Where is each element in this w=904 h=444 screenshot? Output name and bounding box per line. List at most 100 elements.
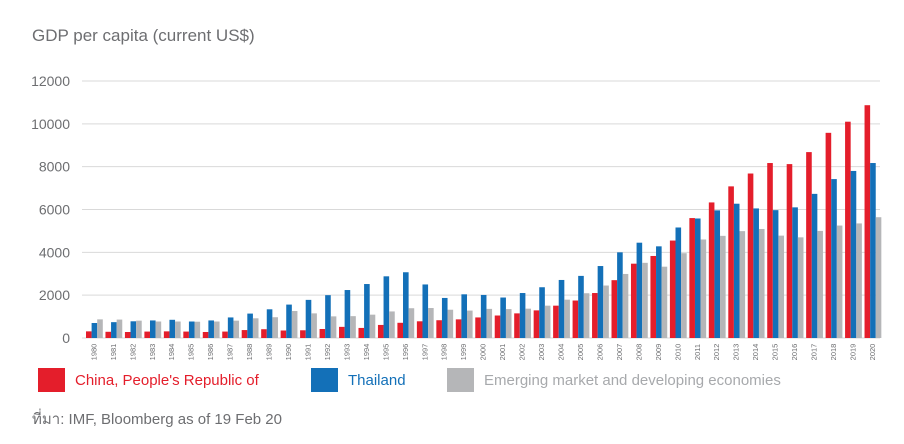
x-tick-label: 1995 [381,344,390,361]
bar-thailand-1999 [461,294,468,338]
bar-china-2003 [533,310,540,338]
bar-china-1992 [319,329,326,338]
bar-china-1999 [455,319,462,338]
bar-emde-1986 [213,321,220,338]
x-tick-label: 1992 [323,344,332,361]
bar-emde-2007 [622,273,629,338]
x-tick-label: 2018 [829,344,838,361]
bar-thailand-2000 [480,294,487,338]
bar-thailand-2005 [578,275,584,338]
bar-thailand-2003 [539,287,545,338]
bar-emde-1984 [175,321,181,338]
bar-emde-2004 [564,299,570,338]
bar-emde-2020 [875,217,882,338]
bar-emde-1988 [252,318,259,338]
bar-thailand-1989 [266,309,273,338]
x-tick-label: 1997 [420,344,429,361]
bar-thailand-1992 [325,295,331,338]
x-tick-label: 2002 [518,344,527,361]
x-tick-label: 1984 [167,344,176,361]
bar-thailand-1993 [344,290,351,338]
x-tick-label: 2008 [634,344,643,361]
y-axis-ticks: 0 2000 4000 6000 8000 10000 12000 [31,73,70,346]
bar-thailand-1990 [286,304,292,338]
bar-thailand-1985 [188,321,195,338]
bar-china-2020 [864,105,871,338]
y-tick-label: 2000 [39,287,70,303]
x-tick-label: 2004 [557,344,566,361]
x-tick-label: 2013 [732,344,741,361]
legend-swatch-emde [447,368,474,392]
x-tick-label: 2011 [693,344,702,360]
legend-item-emde: Emerging market and developing economies [447,367,781,393]
bar-thailand-2017 [811,193,818,338]
bar-emde-2018 [836,225,843,338]
bar-thailand-2006 [597,266,604,338]
bar-thailand-1987 [227,317,234,338]
x-tick-label: 2000 [479,344,488,361]
bar-thailand-1997 [422,284,429,338]
x-tick-label: 1982 [128,344,137,361]
x-tick-label: 2019 [848,344,857,361]
x-tick-label: 2010 [673,344,682,361]
x-tick-label: 2007 [615,344,624,361]
legend-label-china: China, People's Republic of [75,371,259,389]
bar-china-1987 [222,331,228,338]
bar-china-1982 [124,332,131,338]
bar-china-1990 [280,330,287,338]
bar-china-2013 [728,186,734,338]
bar-china-1995 [377,324,384,338]
bar-thailand-2001 [500,297,506,338]
bar-emde-1987 [233,320,240,338]
bar-emde-2009 [661,266,668,338]
bar-thailand-2020 [870,163,876,338]
bar-emde-2012 [720,235,726,338]
bar-thailand-1996 [403,272,409,338]
bar-emde-1983 [155,321,162,338]
x-tick-label: 1987 [226,344,235,361]
bar-china-1983 [144,331,150,338]
bar-emde-1990 [291,311,298,338]
bar-china-1996 [397,322,404,338]
y-tick-label: 6000 [39,202,70,218]
bar-thailand-1986 [208,320,214,338]
y-tick-label: 4000 [39,244,70,260]
x-tick-label: 2014 [751,344,760,361]
bar-emde-2000 [486,308,493,338]
source-note: ที่มา: IMF, Bloomberg as of 19 Feb 20 [32,411,282,428]
bar-thailand-1980 [91,323,98,338]
bar-emde-1985 [194,321,201,338]
bar-thailand-1991 [305,299,312,338]
x-tick-label: 1996 [401,344,410,361]
bar-china-2008 [630,263,637,338]
bar-emde-1999 [467,310,473,338]
legend-swatch-thailand [311,368,338,392]
bar-china-1994 [358,327,365,338]
bar-thailand-2012 [714,210,721,338]
y-tick-label: 8000 [39,159,70,175]
bar-china-2012 [708,202,715,338]
bar-china-1980 [86,331,92,338]
bar-emde-1992 [330,316,337,338]
bar-emde-1994 [369,314,376,338]
bar-china-1986 [202,332,209,338]
bar-thailand-2019 [850,170,857,338]
bar-thailand-2002 [519,293,526,338]
bar-emde-2017 [817,230,823,338]
bar-thailand-2013 [733,203,740,338]
legend-label-emde: Emerging market and developing economies [484,371,781,389]
legend-swatch-china [38,368,65,392]
gdp-bar-chart: 0 2000 4000 6000 8000 10000 12000 1980 1981 1982… [31,73,882,361]
x-tick-label: 2017 [810,344,819,361]
x-tick-label: 2009 [654,344,663,361]
y-tick-label: 0 [62,330,70,346]
bar-emde-2011 [700,239,707,338]
bar-emde-1993 [350,316,356,338]
x-tick-label: 2020 [868,344,877,361]
bar-emde-1997 [428,308,434,338]
bar-emde-2014 [758,228,765,338]
bar-thailand-1984 [169,319,176,338]
bar-emde-1996 [408,308,415,338]
x-axis-ticks: 1980 1981 1982 1983 1984 1985 1986 1987 1988 1989… [89,344,877,361]
bar-emde-1991 [311,313,317,338]
